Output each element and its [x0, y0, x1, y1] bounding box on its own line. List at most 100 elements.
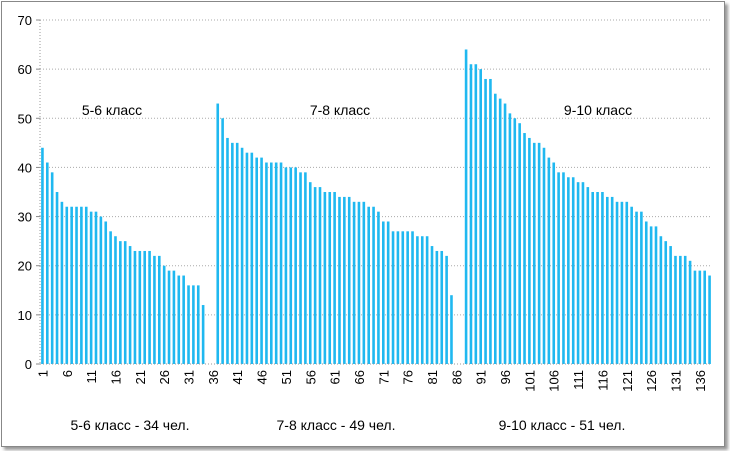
bar-1-19 — [128, 246, 132, 364]
bar-3-48 — [693, 270, 697, 364]
bar-1-5 — [60, 201, 64, 364]
bar-2-14 — [279, 162, 283, 364]
bar-1-30 — [182, 275, 185, 364]
bar-2-6 — [240, 147, 244, 364]
x-tick-label: 11 — [84, 370, 99, 384]
bar-3-14 — [528, 137, 531, 364]
bar-3-43 — [669, 246, 672, 364]
bar-3-3 — [474, 64, 478, 364]
bar-3-13 — [523, 133, 526, 364]
annotation-7-8: 7-8 класс — [310, 102, 370, 118]
bar-3-44 — [674, 255, 677, 364]
x-tick-label: 31 — [182, 370, 197, 384]
bar-2-36 — [386, 221, 390, 364]
bar-3-35 — [630, 206, 633, 364]
bar-3-51 — [708, 275, 711, 364]
annotation-5-6: 5-6 класс — [82, 102, 142, 118]
bar-1-27 — [167, 270, 171, 364]
bar-2-8 — [250, 152, 254, 364]
bar-2-35 — [382, 221, 385, 364]
bar-2-33 — [372, 206, 375, 364]
bar-2-22 — [318, 187, 322, 364]
bar-2-32 — [367, 206, 370, 364]
bar-2-38 — [396, 231, 400, 364]
bar-3-16 — [537, 142, 541, 364]
bar-3-15 — [532, 142, 536, 364]
x-tick-label: 106 — [547, 370, 562, 392]
bar-2-30 — [357, 201, 361, 364]
bar-1-32 — [192, 285, 195, 364]
bar-2-43 — [420, 236, 424, 364]
x-tick-label: 41 — [230, 370, 245, 384]
bar-3-32 — [615, 201, 619, 364]
bar-1-2 — [46, 162, 49, 364]
x-tick-label: 136 — [693, 370, 708, 392]
bar-3-36 — [635, 211, 638, 364]
bar-1-29 — [177, 275, 181, 364]
bar-2-17 — [294, 167, 297, 364]
bar-1-20 — [133, 250, 137, 364]
bar-3-17 — [542, 147, 546, 364]
bar-1-14 — [104, 221, 108, 364]
bar-3-8 — [498, 98, 502, 364]
x-tick-label: 126 — [644, 370, 659, 392]
bar-2-13 — [274, 162, 278, 364]
gridlines — [40, 19, 712, 316]
bar-3-1 — [464, 49, 468, 364]
bar-1-3 — [50, 172, 54, 364]
bar-3-7 — [494, 93, 497, 364]
bar-3-4 — [479, 69, 482, 365]
bar-2-31 — [362, 201, 366, 364]
bar-2-16 — [289, 167, 293, 364]
x-axis: 1 6 11 16 21 26 31 36 41 46 51 56 61 66 71 76 81 86 91 96 10… — [35, 363, 712, 392]
bar-2-15 — [284, 167, 288, 364]
x-tick-label: 56 — [303, 370, 318, 384]
x-tick-label: 1 — [35, 370, 50, 377]
x-tick-label: 101 — [522, 370, 537, 392]
x-tick-label: 51 — [279, 370, 294, 384]
bar-2-48 — [445, 255, 448, 364]
bar-1-18 — [123, 241, 127, 364]
y-tick-label: 50 — [18, 111, 32, 126]
bar-3-45 — [679, 255, 682, 364]
bar-3-23 — [571, 177, 575, 364]
x-tick-label: 46 — [255, 370, 270, 384]
bar-2-9 — [255, 157, 258, 364]
y-axis: 0 10 20 30 40 50 60 70 — [18, 13, 41, 372]
bar-2-46 — [435, 250, 439, 364]
bar-2-4 — [231, 142, 234, 364]
bar-1-9 — [80, 206, 83, 364]
bar-1-22 — [143, 250, 146, 364]
bar-2-28 — [347, 196, 351, 364]
bar-2-39 — [401, 231, 405, 364]
bar-2-49 — [450, 295, 453, 364]
bar-2-26 — [338, 196, 341, 364]
bar-2-1 — [216, 103, 220, 365]
bar-3-2 — [469, 64, 473, 364]
bar-3-29 — [601, 192, 604, 364]
bar-3-34 — [625, 201, 629, 364]
x-tick-label: 66 — [352, 370, 367, 384]
bar-1-7 — [70, 206, 73, 364]
bar-3-25 — [581, 182, 585, 364]
x-tick-label: 91 — [474, 370, 489, 384]
bar-3-12 — [518, 123, 521, 364]
bar-1-33 — [196, 285, 200, 364]
bar-3-22 — [567, 177, 570, 364]
bar-2-2 — [221, 118, 224, 365]
caption-9-10: 9-10 класс - 51 чел. — [499, 417, 626, 433]
y-tick-label: 20 — [18, 259, 32, 274]
bar-2-5 — [235, 142, 239, 364]
bar-3-42 — [664, 241, 668, 364]
bar-2-37 — [391, 231, 395, 364]
bar-1-31 — [187, 285, 190, 364]
bar-1-21 — [138, 250, 142, 364]
caption-7-8: 7-8 класс - 49 чел. — [277, 417, 396, 433]
bars — [41, 49, 711, 365]
y-tick-label: 70 — [18, 13, 32, 28]
x-tick-label: 76 — [401, 370, 416, 384]
bar-1-15 — [109, 231, 112, 364]
caption-5-6: 5-6 класс - 34 чел. — [71, 417, 190, 433]
bar-1-10 — [84, 206, 88, 364]
x-tick-label: 21 — [133, 370, 148, 384]
